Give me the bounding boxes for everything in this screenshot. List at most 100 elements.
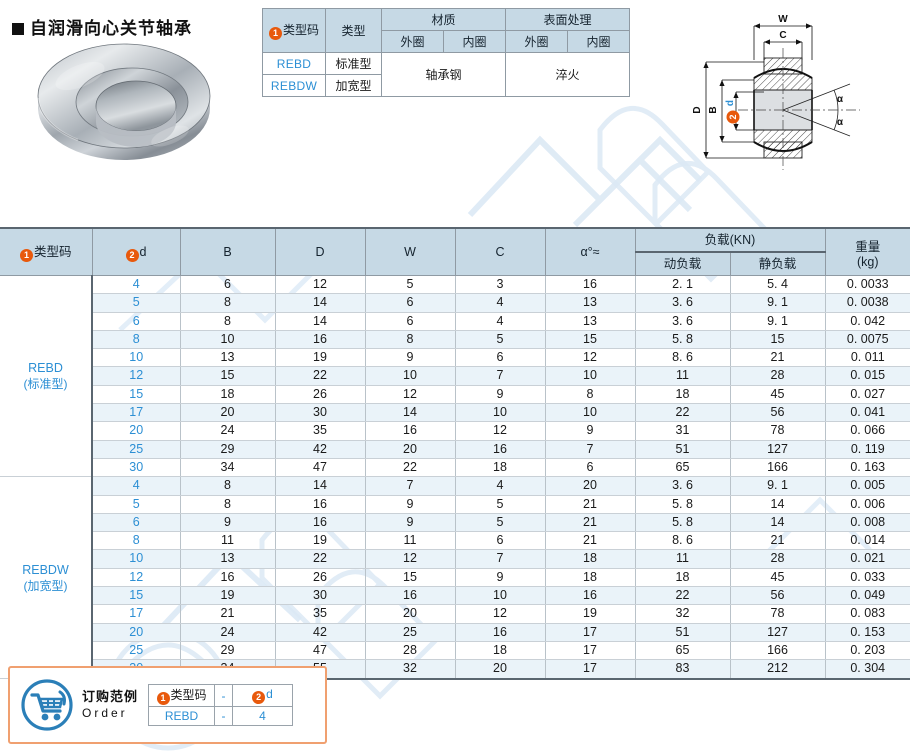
main-header-type-code: 1 类型码 <box>0 227 93 276</box>
cell-alpha: 10 <box>544 403 636 423</box>
cell-D: 30 <box>274 403 366 423</box>
cell-b: 8 <box>179 293 276 313</box>
cell-d: 17 <box>92 403 181 423</box>
cell-c: 5 <box>454 329 546 350</box>
badge-1-icon: 1 <box>269 27 282 40</box>
cell-D: 19 <box>274 348 366 368</box>
order-value-row: REBD - 4 <box>148 706 294 726</box>
cell-c: 9 <box>454 384 546 405</box>
cell-w: 12 <box>364 549 456 569</box>
cell-b: 13 <box>179 348 276 368</box>
cell-dynamic-load: 83 <box>634 659 731 680</box>
spec-code-rebd: REBD <box>261 52 327 75</box>
spec-row-rebdw: REBDW 加宽型 <box>261 74 630 97</box>
cell-dynamic-load: 31 <box>634 421 731 441</box>
cell-w: 9 <box>364 348 456 368</box>
cell-c: 16 <box>454 622 546 642</box>
cell-c: 16 <box>454 439 546 459</box>
cell-weight: 0. 014 <box>824 531 910 551</box>
cell-b: 29 <box>179 439 276 459</box>
cell-alpha: 9 <box>544 421 636 441</box>
cell-D: 42 <box>274 439 366 459</box>
cell-c: 6 <box>454 531 546 551</box>
cell-D: 26 <box>274 384 366 405</box>
drawing-label-c: C <box>779 30 786 41</box>
cell-weight: 0. 042 <box>824 311 910 331</box>
cell-weight: 0. 021 <box>824 549 910 569</box>
product-photo <box>20 36 220 196</box>
cell-c: 10 <box>454 403 546 423</box>
cell-alpha: 13 <box>544 293 636 313</box>
cell-weight: 0. 083 <box>824 604 910 624</box>
cell-dynamic-load: 65 <box>634 640 731 661</box>
type-code-label-cn: (标准型) <box>23 377 68 392</box>
cell-alpha: 19 <box>544 604 636 624</box>
cell-dynamic-load: 5. 8 <box>634 494 731 514</box>
cell-c: 3 <box>454 274 546 295</box>
cell-c: 12 <box>454 421 546 441</box>
order-header-dash: - <box>214 684 234 707</box>
cell-dynamic-load: 3. 6 <box>634 311 731 331</box>
cell-alpha: 6 <box>544 457 636 478</box>
cell-static-load: 78 <box>729 604 826 624</box>
cell-w: 9 <box>364 494 456 514</box>
cell-b: 34 <box>179 457 276 478</box>
badge-1-icon: 1 <box>156 692 170 705</box>
cell-weight: 0. 005 <box>824 476 910 496</box>
cell-d: 12 <box>92 567 181 588</box>
cell-c: 20 <box>454 659 546 680</box>
cell-d: 8 <box>92 531 181 551</box>
cell-dynamic-load: 3. 6 <box>634 293 731 313</box>
cell-alpha: 8 <box>544 384 636 405</box>
cell-b: 21 <box>179 604 276 624</box>
cell-static-load: 9. 1 <box>729 476 826 496</box>
cell-d: 8 <box>92 329 181 350</box>
cell-alpha: 15 <box>544 329 636 350</box>
cell-static-load: 45 <box>729 567 826 588</box>
cell-weight: 0. 0033 <box>824 274 910 295</box>
cell-D: 16 <box>274 329 366 350</box>
cell-b: 11 <box>179 531 276 551</box>
cell-dynamic-load: 51 <box>634 439 731 459</box>
cell-c: 10 <box>454 586 546 606</box>
cell-alpha: 13 <box>544 311 636 331</box>
cell-d: 5 <box>92 293 181 313</box>
table-row: REBD (标准型) 4 6 12 5 3 16 2. 1 5. 4 0. 0033 <box>0 274 910 478</box>
order-label: 订购范例 Order <box>82 688 138 722</box>
cell-b: 8 <box>179 494 276 514</box>
cell-c: 5 <box>454 494 546 514</box>
material-spec-table: 1 类型码 类型 材质 表面处理 外圈 内圈 外圈 内圈 REBD 标准型 轴承钢… <box>261 8 631 97</box>
cell-weight: 0. 066 <box>824 421 910 441</box>
cell-static-load: 9. 1 <box>729 293 826 313</box>
page-title: 自润滑向心关节轴承 <box>12 14 192 39</box>
cell-c: 4 <box>454 476 546 496</box>
drawing-label-b: B <box>708 106 719 113</box>
cell-alpha: 16 <box>544 586 636 606</box>
cell-static-load: 166 <box>729 457 826 478</box>
table-row: 10 13 22 12 7 18 11 28 0. 021 <box>0 549 910 569</box>
cell-w: 28 <box>364 640 456 661</box>
cell-static-load: 5. 4 <box>729 274 826 295</box>
table-row: 5 8 16 9 5 21 5. 8 14 0. 006 <box>0 494 910 514</box>
cell-dynamic-load: 32 <box>634 604 731 624</box>
cell-static-load: 9. 1 <box>729 311 826 331</box>
cell-static-load: 56 <box>729 586 826 606</box>
spec-header-surface-inner: 内圈 <box>567 30 631 53</box>
table-row: 15 18 26 12 9 8 18 45 0. 027 <box>0 384 910 405</box>
cell-alpha: 7 <box>544 439 636 459</box>
cell-dynamic-load: 22 <box>634 586 731 606</box>
type-code-label: REBD <box>28 361 63 376</box>
cell-dynamic-load: 11 <box>634 549 731 569</box>
drawing-label-alpha-bottom: α <box>837 117 844 128</box>
badge-1-icon: 1 <box>19 249 33 262</box>
cell-static-load: 127 <box>729 439 826 459</box>
cell-D: 14 <box>274 311 366 331</box>
cell-c: 7 <box>454 366 546 386</box>
cell-w: 15 <box>364 567 456 588</box>
table-row: 20 24 42 25 16 17 51 127 0. 153 <box>0 622 910 642</box>
order-value-dash: - <box>214 706 234 726</box>
spec-row-rebd: REBD 标准型 轴承钢 淬火 <box>261 52 631 97</box>
